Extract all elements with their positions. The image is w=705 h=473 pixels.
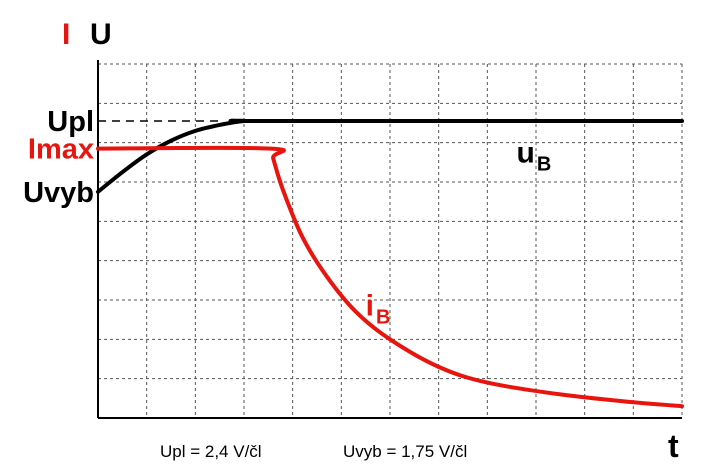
plot-frame <box>97 60 682 419</box>
x-axis-label: t <box>668 428 679 464</box>
series-line-ub <box>96 118 684 194</box>
y-level-label-imax: Imax <box>28 134 94 166</box>
y-axis-label-u: U <box>90 18 112 51</box>
y-level-label-uvyb: Uvyb <box>23 177 94 209</box>
annotation-2: Uvyb = 1,75 V/čl <box>343 442 467 461</box>
annotation-1: Upl = 2,4 V/čl <box>160 442 262 461</box>
series-line-ib <box>96 145 684 409</box>
plot-grid <box>98 63 683 418</box>
series-group <box>96 118 684 409</box>
y-level-label-upl: Upl <box>47 106 94 138</box>
y-axis-label-i: I <box>62 18 70 51</box>
